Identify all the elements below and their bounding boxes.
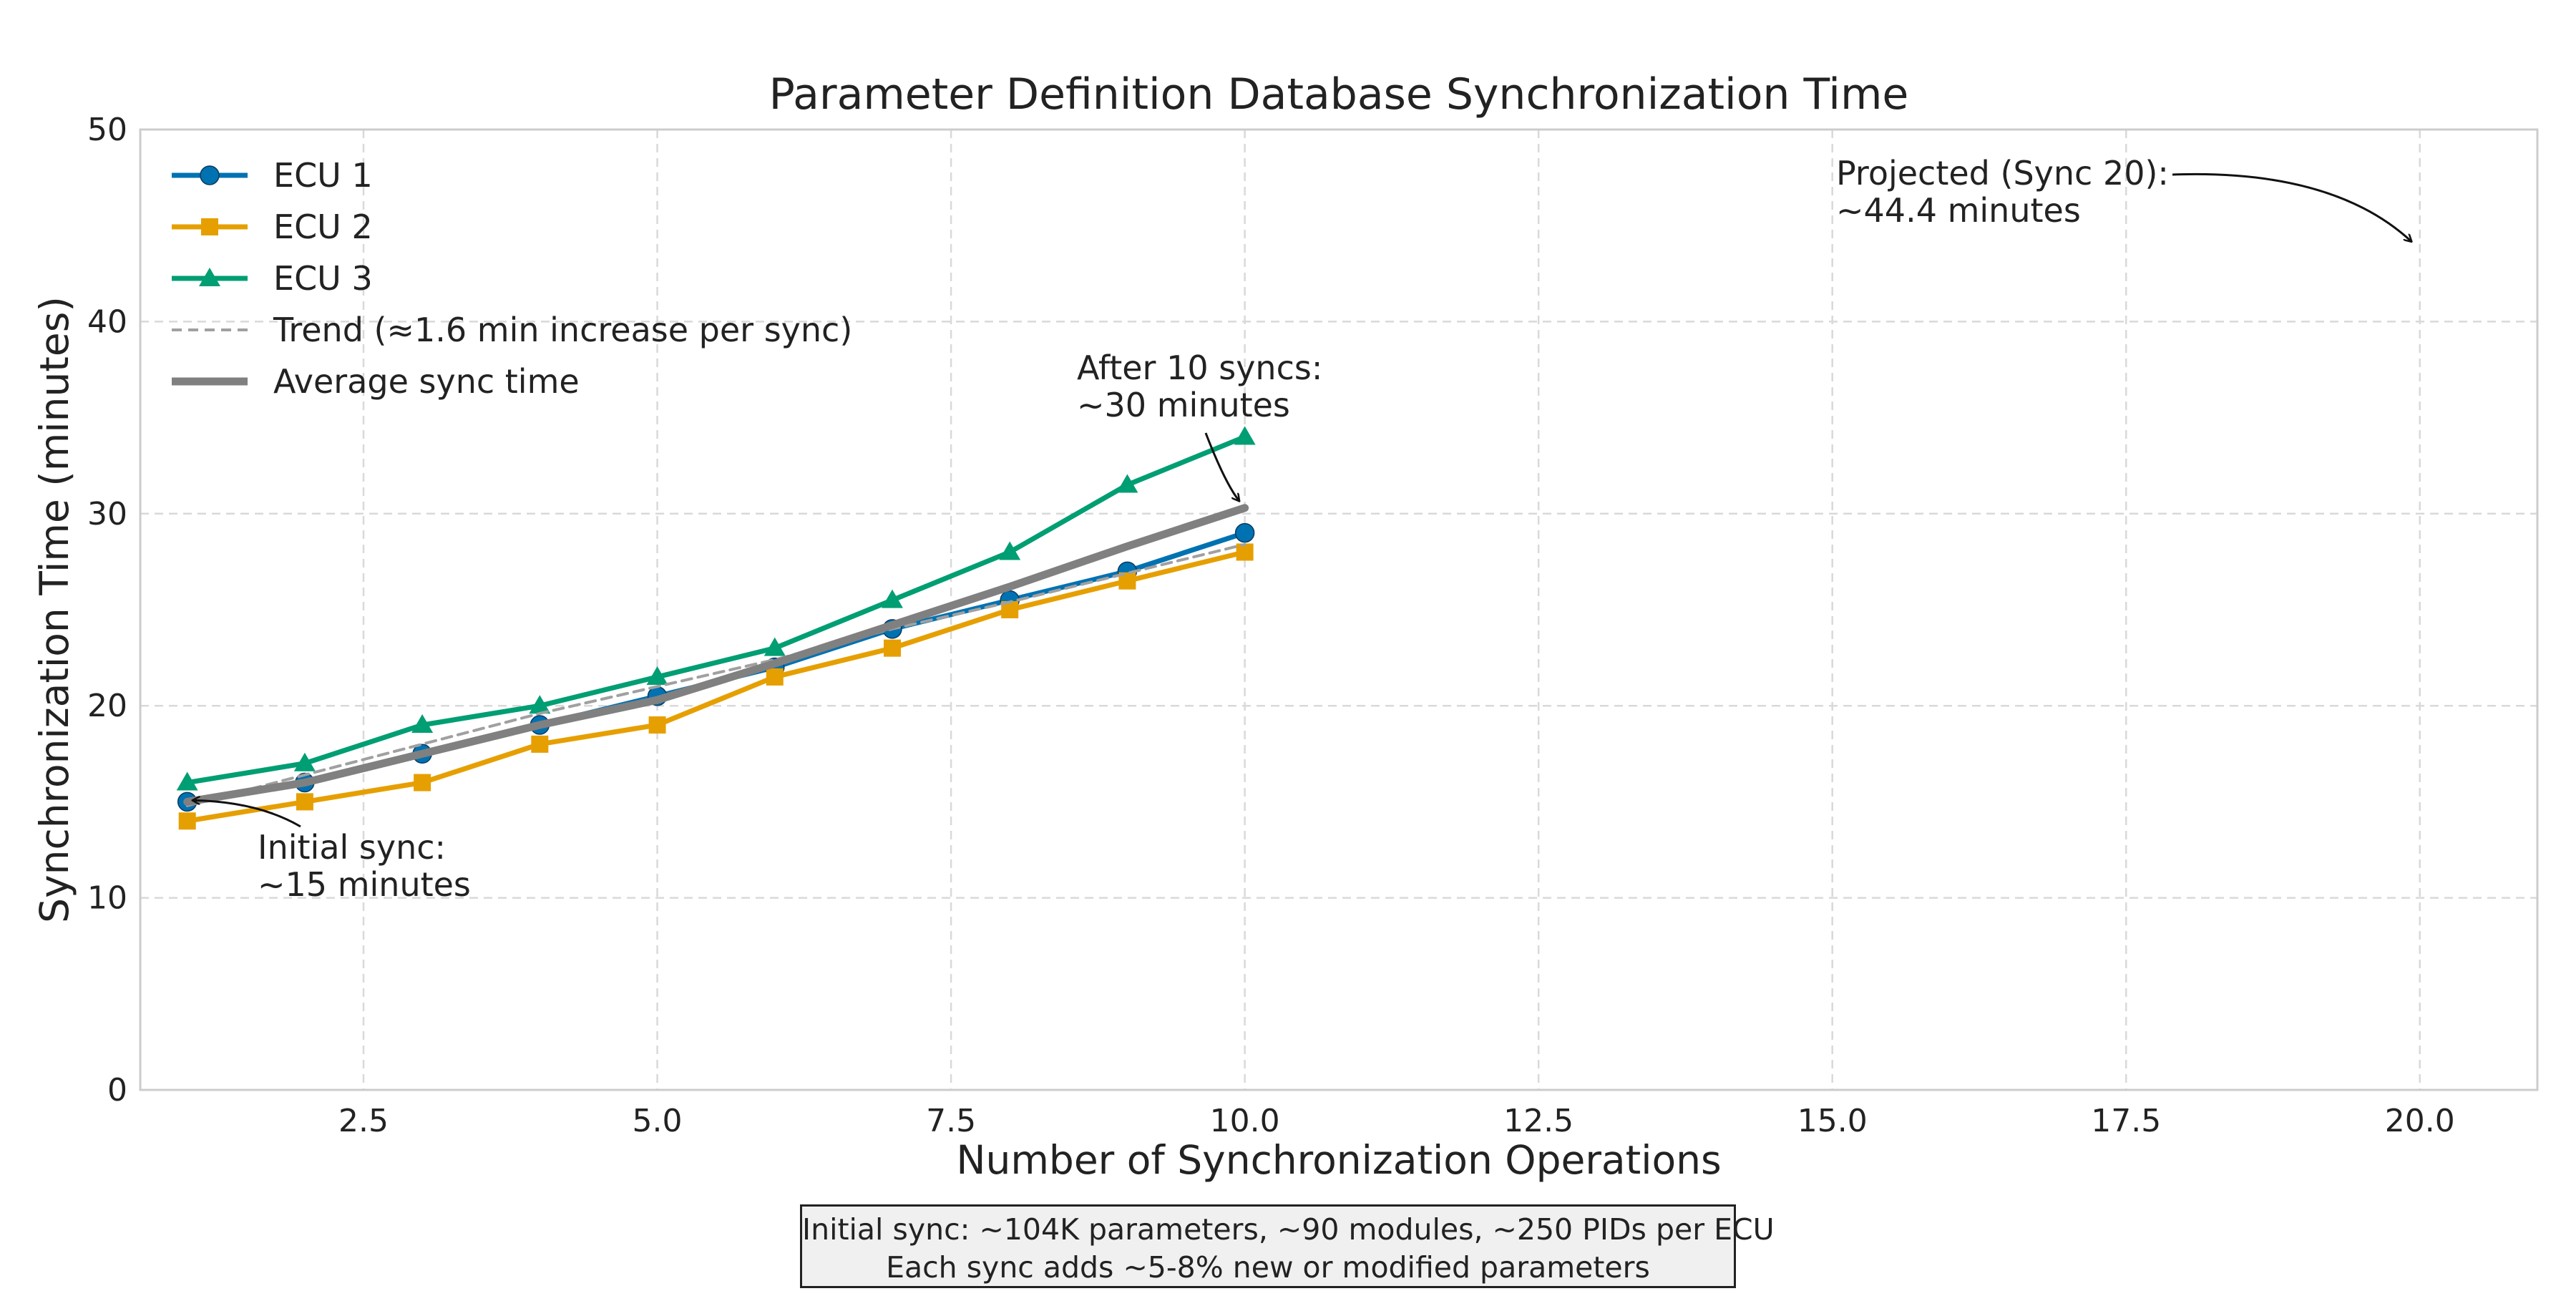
- data-point: [763, 637, 786, 656]
- data-point: [178, 812, 196, 830]
- data-point: [176, 771, 198, 791]
- legend-entry: Average sync time: [172, 362, 580, 401]
- data-point: [646, 666, 668, 685]
- x-axis-label: Number of Synchronization Operations: [956, 1137, 1721, 1183]
- footnote-box: Initial sync: ~104K parameters, ~90 modu…: [800, 1204, 1775, 1288]
- x-tick-label: 12.5: [1503, 1103, 1574, 1139]
- series-line: [185, 542, 1246, 807]
- data-point: [883, 639, 901, 657]
- series-line: [185, 530, 1248, 804]
- data-point: [1234, 426, 1256, 445]
- data-point: [766, 668, 784, 686]
- y-axis-label: Synchronization Time (minutes): [31, 296, 77, 923]
- y-tick-label: 30: [87, 496, 127, 532]
- legend-label: ECU 3: [273, 259, 373, 298]
- x-tick-label: 2.5: [338, 1103, 389, 1139]
- series-4: [185, 542, 1246, 807]
- legend-entry: ECU 3: [172, 259, 373, 298]
- series-line: [185, 434, 1248, 786]
- data-point: [293, 752, 316, 771]
- legend: ECU 1 ECU 2 ECU 3 Trend (≈1.6 min increase …: [172, 156, 852, 401]
- series-line: [185, 549, 1248, 824]
- annotation-arrow-projected: [2172, 172, 2411, 241]
- x-tick-label: 10.0: [1210, 1103, 1280, 1139]
- y-tick-label: 10: [87, 880, 127, 917]
- series-3: [176, 426, 1256, 791]
- series-5: [183, 504, 1249, 806]
- annotation-after10: After 10 syncs: ~30 minutes: [1077, 349, 1322, 424]
- data-point: [531, 735, 549, 753]
- x-tick-label: 5.0: [633, 1103, 683, 1139]
- y-tick-label: 50: [87, 112, 127, 148]
- data-point: [1234, 522, 1255, 543]
- legend-marker: [200, 165, 220, 185]
- data-point: [414, 774, 431, 791]
- x-tick-label: 7.5: [926, 1103, 976, 1139]
- grid: [140, 128, 2537, 1091]
- x-tick-label: 17.5: [2091, 1103, 2161, 1139]
- footnote-line-2: Each sync adds ~5-8% new or modified par…: [886, 1250, 1650, 1285]
- plot-frame: [139, 128, 2539, 1091]
- data-point: [1116, 474, 1138, 493]
- y-tick-label: 0: [107, 1072, 127, 1109]
- legend-entry: Trend (≈1.6 min increase per sync): [172, 311, 852, 349]
- legend-label: ECU 1: [273, 156, 373, 195]
- annotations: Initial sync: ~15 minutes After 10 syncs: ~…: [193, 154, 2411, 904]
- series-1: [177, 522, 1255, 812]
- data-point: [648, 716, 666, 734]
- data-point: [411, 714, 434, 734]
- series-line: [183, 504, 1249, 806]
- legend-label: Average sync time: [273, 362, 580, 401]
- x-tick-label: 20.0: [2385, 1103, 2455, 1139]
- series-2: [178, 543, 1254, 830]
- annotation-projected: Projected (Sync 20): ~44.4 minutes: [1836, 154, 2169, 230]
- footnote-line-1: Initial sync: ~104K parameters, ~90 modu…: [802, 1212, 1775, 1247]
- annotation-arrow-after10: [1204, 432, 1239, 501]
- legend-entry: ECU 1: [172, 156, 373, 195]
- legend-entry: ECU 2: [172, 208, 373, 246]
- data-point: [999, 541, 1021, 560]
- legend-marker: [201, 218, 218, 235]
- legend-label: ECU 2: [273, 208, 373, 246]
- y-tick-label: 20: [87, 688, 127, 724]
- x-tick-label: 15.0: [1797, 1103, 1868, 1139]
- data-point: [1236, 543, 1254, 561]
- data-point: [296, 793, 313, 811]
- data-point: [881, 589, 903, 608]
- legend-marker: [199, 268, 220, 286]
- y-tick-label: 40: [87, 303, 127, 340]
- series-layer: [176, 426, 1256, 830]
- data-point: [529, 695, 551, 714]
- legend-label: Trend (≈1.6 min increase per sync): [273, 311, 852, 349]
- chart-title: Parameter Definition Database Synchroniz…: [769, 69, 1909, 120]
- annotation-initial: Initial sync: ~15 minutes: [258, 828, 471, 904]
- annotation-arrow-initial: [193, 800, 301, 828]
- tick-labels: 2.5 5.0 7.5 10.0 12.5 15.0 17.5 20.0 0 10 20 30 40 50: [87, 112, 2455, 1139]
